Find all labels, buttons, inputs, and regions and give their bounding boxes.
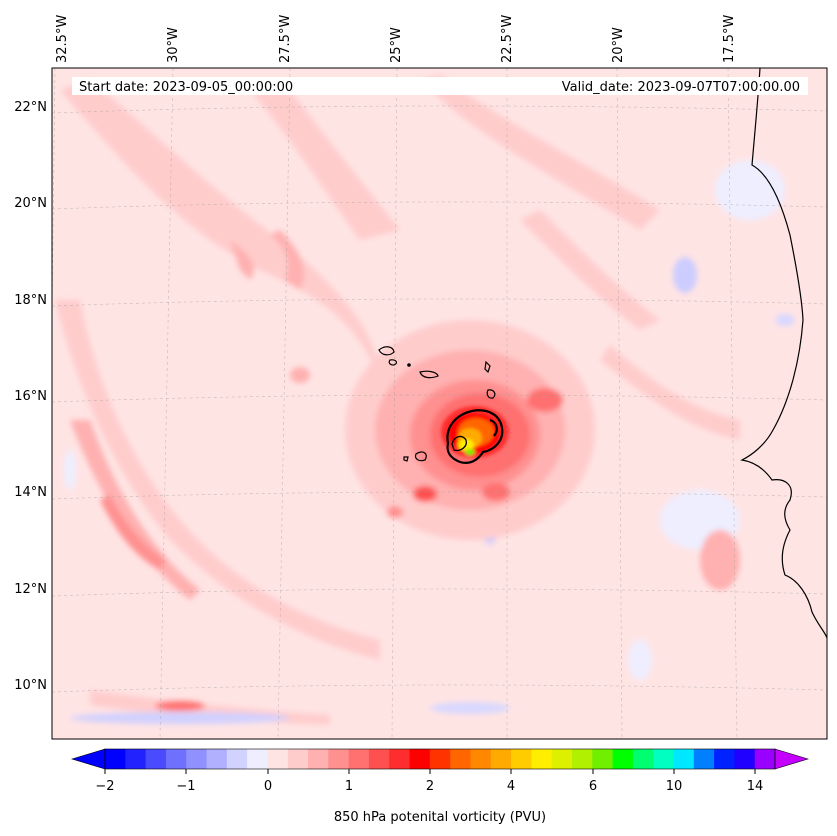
cb-tick-label: 4 (507, 779, 515, 794)
colorbar-block (389, 749, 411, 769)
cb-tick-label: 14 (747, 779, 764, 794)
colorbar-block (551, 749, 573, 769)
colorbar-under-arrow (70, 748, 106, 770)
colorbar-block (287, 749, 309, 769)
lat-label-20n: 20°N (14, 196, 47, 211)
africa-coastline (740, 68, 827, 639)
colorbar-over-arrow (774, 748, 810, 770)
colorbar-block (511, 749, 532, 769)
lat-label-12n: 12°N (14, 582, 47, 597)
lon-label-32-5w: 32.5°W (55, 15, 70, 63)
lat-label-22n: 22°N (14, 100, 47, 115)
colorbar-title: 850 hPa potenital vorticity (PVU) (334, 810, 546, 825)
colorbar-block (368, 749, 390, 769)
lon-label-20w: 20°W (611, 27, 626, 63)
colorbar-block (714, 749, 735, 769)
cb-tick-label: −1 (176, 779, 195, 794)
colorbar-block (165, 749, 187, 769)
latitude-labels: 22°N 20°N 18°N 16°N 14°N 12°N 10°N (14, 100, 47, 693)
lon-label-22-5w: 22.5°W (500, 15, 515, 63)
colorbar-block (226, 749, 248, 769)
colorbar-tick-labels: −2 −1 0 1 2 4 6 10 14 (95, 779, 763, 794)
start-date-label: Start date: 2023-09-05_00:00:00 (79, 80, 293, 95)
lon-label-25w: 25°W (389, 27, 404, 63)
colorbar-block (267, 749, 289, 769)
cb-tick-label: 6 (589, 779, 597, 794)
info-bar (72, 77, 808, 95)
colorbar: −2 −1 0 1 2 4 6 10 14 850 hPa potenital … (70, 748, 810, 825)
colorbar-block (409, 749, 431, 769)
cb-tick-label: 2 (426, 779, 434, 794)
colorbar-block (673, 749, 695, 769)
lat-label-14n: 14°N (14, 485, 47, 500)
cb-tick-label: 1 (345, 779, 353, 794)
colorbar-block (693, 749, 715, 769)
colorbar-block (450, 749, 471, 769)
colorbar-block (754, 749, 776, 769)
colorbar-block (308, 749, 329, 769)
colorbar-block (186, 749, 208, 769)
cape-verde-islands (378, 346, 496, 462)
map-area[interactable] (47, 68, 827, 739)
longitude-labels: 32.5°W 30°W 27.5°W 25°W 22.5°W 20°W 17.5… (55, 15, 737, 63)
colorbar-blocks (105, 749, 776, 769)
cb-tick-label: 0 (264, 779, 272, 794)
colorbar-block (145, 749, 167, 769)
colorbar-block (592, 749, 614, 769)
vortex-core (441, 406, 509, 458)
lon-label-30w: 30°W (166, 27, 181, 63)
colorbar-block (632, 749, 654, 769)
colorbar-block (429, 749, 451, 769)
pv-contour-inner (451, 435, 467, 452)
colorbar-block (653, 749, 674, 769)
colorbar-block (328, 749, 350, 769)
gridlines (52, 68, 827, 739)
lon-label-27-5w: 27.5°W (278, 15, 293, 63)
colorbar-block (531, 749, 553, 769)
lon-label-17-5w: 17.5°W (722, 15, 737, 63)
lat-label-18n: 18°N (14, 293, 47, 308)
cb-tick-label: −2 (95, 779, 114, 794)
pv-contour (446, 409, 504, 464)
lat-label-16n: 16°N (14, 389, 47, 404)
colorbar-block (734, 749, 756, 769)
colorbar-block (348, 749, 370, 769)
colorbar-block (571, 749, 593, 769)
cb-tick-label: 10 (666, 779, 683, 794)
colorbar-block (470, 749, 492, 769)
colorbar-block (105, 749, 126, 769)
colorbar-frame (104, 748, 776, 770)
map-frame (51, 67, 828, 740)
colorbar-block (125, 749, 147, 769)
colorbar-ticks (104, 769, 756, 774)
colorbar-block (247, 749, 268, 769)
colorbar-block (206, 749, 228, 769)
lat-label-10n: 10°N (14, 678, 47, 693)
colorbar-block (490, 749, 512, 769)
valid-date-label: Valid_date: 2023-09-07T07:00:00.00 (562, 80, 800, 95)
colorbar-block (612, 749, 634, 769)
